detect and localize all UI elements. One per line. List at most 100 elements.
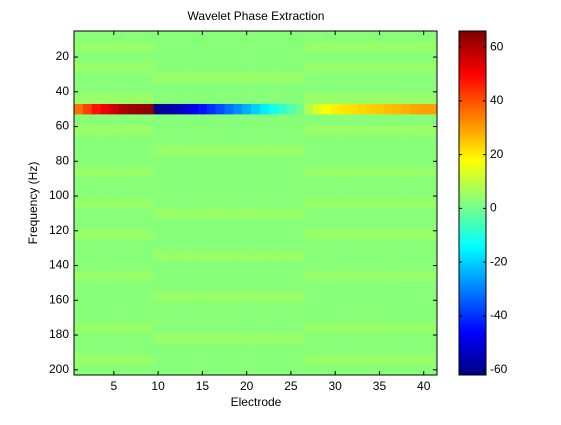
heatmap-cell xyxy=(268,83,278,94)
heatmap-cell xyxy=(118,176,128,188)
heatmap-cell xyxy=(321,281,332,292)
heatmap-cell xyxy=(233,145,243,157)
heatmap-cell xyxy=(171,197,181,209)
heatmap-cell xyxy=(304,135,314,146)
heatmap-cell xyxy=(109,208,119,219)
heatmap-cell xyxy=(242,281,252,292)
heatmap-cell xyxy=(339,51,349,63)
heatmap-cell xyxy=(74,166,84,178)
heatmap-cell xyxy=(375,176,385,188)
colorbar-swatch xyxy=(459,205,486,209)
heatmap-cell xyxy=(171,114,181,126)
heatmap-cell xyxy=(189,333,199,345)
heatmap-cell xyxy=(180,124,190,136)
heatmap-cell xyxy=(286,187,296,199)
colorbar-swatch xyxy=(459,189,486,193)
heatmap-cell xyxy=(162,176,172,188)
colorbar-swatch xyxy=(459,243,486,247)
heatmap-cell xyxy=(259,218,270,230)
heatmap-cell xyxy=(410,322,420,334)
heatmap-cell xyxy=(224,156,234,167)
heatmap-cell xyxy=(286,41,296,53)
heatmap-cell xyxy=(392,156,402,167)
heatmap-cell xyxy=(127,281,137,292)
heatmap-cell xyxy=(91,176,101,188)
colorbar-swatch xyxy=(459,332,486,336)
heatmap-cell xyxy=(375,124,385,136)
colorbar-swatch xyxy=(459,141,486,145)
x-tick-label: 30 xyxy=(329,379,343,393)
colorbar-swatch xyxy=(459,348,486,352)
heatmap-cell xyxy=(206,260,216,272)
heatmap-cell xyxy=(118,208,128,219)
heatmap-cell xyxy=(74,31,84,42)
heatmap-cell xyxy=(127,31,137,42)
heatmap-cell xyxy=(153,51,163,63)
heatmap-cell xyxy=(206,249,216,261)
heatmap-cell xyxy=(419,62,429,73)
heatmap-cell xyxy=(277,229,287,240)
heatmap-cell xyxy=(224,41,234,53)
heatmap-cell xyxy=(348,176,358,188)
heatmap-cell xyxy=(233,114,243,126)
heatmap-cell xyxy=(118,41,128,53)
heatmap-cell xyxy=(410,364,420,376)
heatmap-cell xyxy=(135,208,146,219)
heatmap-cell xyxy=(348,31,358,42)
heatmap-cell xyxy=(259,249,270,261)
heatmap-cell xyxy=(153,41,163,53)
heatmap-cell xyxy=(109,281,119,292)
heatmap-cell xyxy=(366,62,376,73)
heatmap-cell xyxy=(295,208,305,219)
y-tick-label: 60 xyxy=(56,119,70,133)
heatmap-cell xyxy=(321,187,332,199)
heatmap-cell xyxy=(321,197,332,209)
heatmap-cell xyxy=(419,135,429,146)
heatmap-cell xyxy=(401,41,411,53)
heatmap-cell xyxy=(366,197,376,209)
heatmap-cell xyxy=(304,176,314,188)
heatmap-cell xyxy=(197,291,208,303)
colorbar-swatch xyxy=(459,329,486,333)
heatmap-cell xyxy=(392,83,402,94)
heatmap-cell xyxy=(330,156,340,167)
heatmap-cell xyxy=(215,249,225,261)
heatmap-cell xyxy=(171,145,181,157)
heatmap-cell xyxy=(366,135,376,146)
heatmap-cell xyxy=(251,270,261,282)
heatmap-cell xyxy=(215,322,225,334)
heatmap-cell xyxy=(383,187,394,199)
heatmap-cell xyxy=(171,156,181,167)
heatmap-cell xyxy=(224,208,234,219)
heatmap-cell xyxy=(197,62,208,73)
heatmap-cell xyxy=(224,229,234,240)
heatmap-cell xyxy=(91,166,101,178)
heatmap-cell xyxy=(224,343,234,355)
heatmap-cell xyxy=(410,114,420,126)
heatmap-cell xyxy=(251,176,261,188)
colorbar-swatch xyxy=(459,235,486,239)
heatmap-cell xyxy=(233,291,243,303)
heatmap-cell xyxy=(259,62,270,73)
heatmap-cell xyxy=(144,51,154,63)
colorbar-swatch xyxy=(459,216,486,220)
heatmap-cell xyxy=(410,166,420,178)
colorbar-swatch xyxy=(459,74,486,78)
heatmap-cell xyxy=(366,260,376,272)
heatmap-cell xyxy=(348,187,358,199)
heatmap-cell xyxy=(304,239,314,251)
heatmap-cell xyxy=(215,83,225,94)
heatmap-cell xyxy=(330,270,340,282)
heatmap-cell xyxy=(321,291,332,303)
heatmap-cell xyxy=(321,93,332,105)
heatmap-cell xyxy=(339,31,349,42)
heatmap-cell xyxy=(180,270,190,282)
heatmap-cell xyxy=(251,364,261,376)
heatmap-cell xyxy=(82,239,93,251)
heatmap-cell xyxy=(321,312,332,324)
heatmap-cell xyxy=(233,156,243,167)
heatmap-cell xyxy=(144,103,154,115)
heatmap-cell xyxy=(313,270,323,282)
heatmap-cell xyxy=(392,103,402,115)
heatmap-cell xyxy=(330,103,340,115)
